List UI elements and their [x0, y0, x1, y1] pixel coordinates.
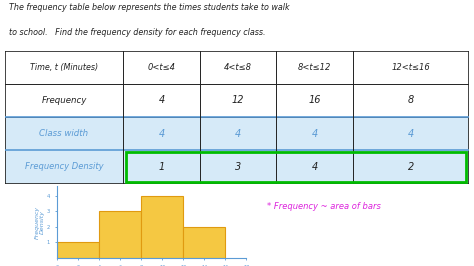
- Bar: [123, 51, 200, 84]
- Y-axis label: Frequency
Density: Frequency Density: [35, 206, 45, 239]
- Text: 4: 4: [158, 95, 164, 105]
- Text: to school.   Find the frequency density for each frequency class.: to school. Find the frequency density fo…: [9, 28, 266, 36]
- Bar: [57, 242, 99, 258]
- Bar: [99, 211, 141, 258]
- Text: 4: 4: [312, 162, 318, 172]
- Text: 4<t≤8: 4<t≤8: [224, 63, 252, 72]
- Text: 4: 4: [158, 129, 164, 139]
- Text: The frequency table below represents the times students take to walk: The frequency table below represents the…: [9, 3, 290, 12]
- Text: Class width: Class width: [39, 129, 89, 138]
- Bar: [276, 51, 353, 84]
- Bar: [183, 227, 226, 258]
- Text: 1: 1: [158, 162, 164, 172]
- Text: * Frequency ~ area of bars: * Frequency ~ area of bars: [266, 202, 381, 211]
- Bar: [5, 51, 123, 84]
- Text: 3: 3: [235, 162, 241, 172]
- Bar: [276, 84, 353, 117]
- Text: Frequency: Frequency: [41, 96, 87, 105]
- Text: 4: 4: [235, 129, 241, 139]
- Bar: [141, 196, 183, 258]
- Bar: [200, 51, 276, 84]
- Text: 12<t≤16: 12<t≤16: [392, 63, 430, 72]
- Bar: [5, 84, 123, 117]
- Text: 0<t≤4: 0<t≤4: [147, 63, 175, 72]
- Bar: [5, 117, 123, 150]
- Bar: [276, 150, 353, 184]
- Bar: [353, 84, 469, 117]
- Bar: [200, 117, 276, 150]
- Text: 8<t≤12: 8<t≤12: [298, 63, 331, 72]
- Bar: [200, 150, 276, 184]
- Text: 8: 8: [408, 95, 414, 105]
- Text: 2: 2: [408, 162, 414, 172]
- Bar: [123, 117, 200, 150]
- Bar: [123, 84, 200, 117]
- Bar: [353, 51, 469, 84]
- Text: 4: 4: [312, 129, 318, 139]
- Bar: [126, 152, 466, 182]
- Bar: [353, 117, 469, 150]
- Text: Time, t (Minutes): Time, t (Minutes): [30, 63, 98, 72]
- Bar: [5, 150, 123, 184]
- Text: Frequency Density: Frequency Density: [25, 163, 103, 171]
- Bar: [276, 117, 353, 150]
- Bar: [200, 84, 276, 117]
- Text: 12: 12: [232, 95, 245, 105]
- Text: 4: 4: [408, 129, 414, 139]
- Text: 16: 16: [309, 95, 321, 105]
- Bar: [353, 150, 469, 184]
- Bar: [123, 150, 200, 184]
